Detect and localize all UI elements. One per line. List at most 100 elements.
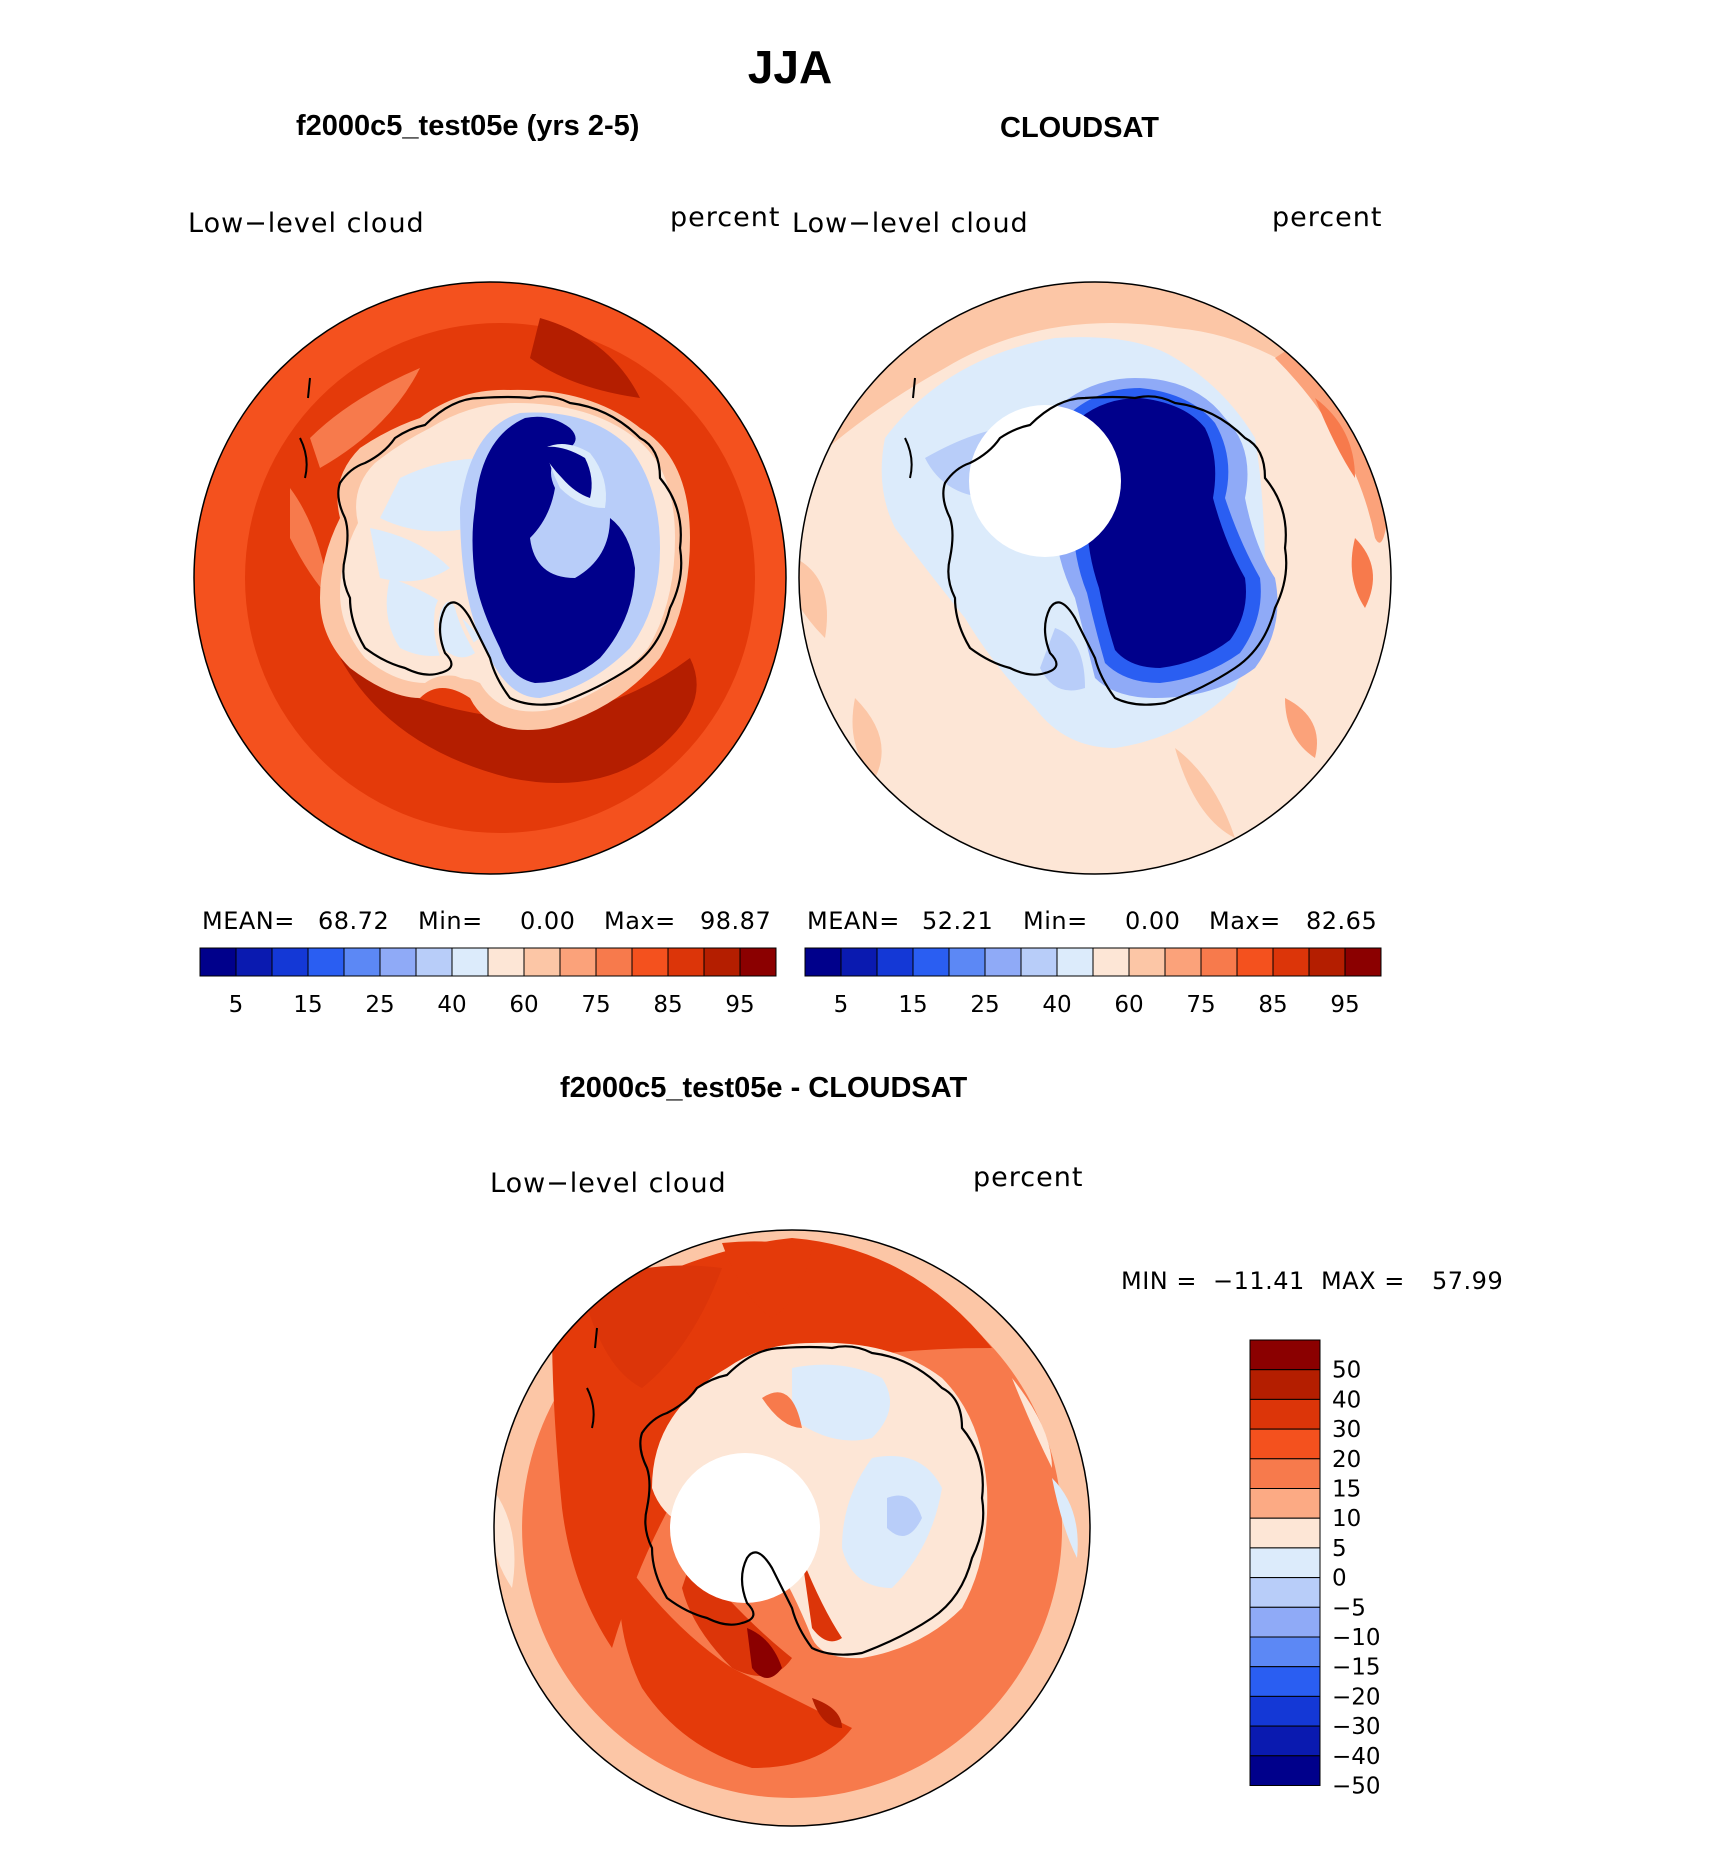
- diff-min-label: MIN =: [1121, 1267, 1197, 1295]
- diff-colorbar-swatch: [1249, 1636, 1321, 1668]
- panel2-colorbar-swatch: [840, 947, 878, 977]
- diff-colorbar-tick-label: −40: [1332, 1744, 1381, 1770]
- diff-colorbar-tick-label: 50: [1332, 1358, 1361, 1384]
- panel1-units-label: percent: [670, 202, 781, 233]
- panel1-max-value: 98.87: [700, 907, 772, 935]
- panel1-colorbar: 5 15 25 40 60 75 85 95: [199, 947, 777, 1018]
- diff-colorbar-tick-label: −5: [1332, 1595, 1366, 1621]
- panel1-variable-label: Low−level cloud: [188, 208, 425, 239]
- panel2-colorbar-swatch: [1056, 947, 1094, 977]
- diff-colorbar-tick-label: 10: [1332, 1506, 1361, 1532]
- panel1-colorbar-tick-label: 25: [365, 992, 394, 1018]
- panel1-colorbar-tick-label: 40: [437, 992, 466, 1018]
- panel1-colorbar-tick-label: 15: [293, 992, 322, 1018]
- panel2-colorbar-swatch: [804, 947, 842, 977]
- panel1-colorbar-swatch: [703, 947, 741, 977]
- diff-colorbar-swatch: [1249, 1488, 1321, 1519]
- panel2-colorbar-swatch: [1200, 947, 1238, 977]
- diff-colorbar-tick-label: 30: [1332, 1417, 1361, 1443]
- panel2-colorbar-swatch: [876, 947, 914, 977]
- panel2-colorbar-swatch: [912, 947, 950, 977]
- panel2-colorbar-swatch: [1272, 947, 1310, 977]
- panel1-colorbar-swatch: [235, 947, 273, 977]
- panel1-mean-value: 68.72: [318, 907, 390, 935]
- panel2-colorbar-tick-label: 85: [1258, 992, 1287, 1018]
- panel2-colorbar-swatch: [984, 947, 1022, 977]
- panel2-mean-value: 52.21: [922, 907, 994, 935]
- panel1-colorbar-swatch: [343, 947, 381, 977]
- panel1-colorbar-swatch: [271, 947, 309, 977]
- panel1-colorbar-swatch: [631, 947, 669, 977]
- diff-colorbar-tick-label: −15: [1332, 1655, 1381, 1681]
- panel1-colorbar-tick-label: 95: [725, 992, 754, 1018]
- diff-variable-label: Low−level cloud: [490, 1168, 727, 1199]
- panel2-colorbar-tick-label: 40: [1042, 992, 1071, 1018]
- panel2-colorbar-swatch: [1092, 947, 1130, 977]
- panel2-colorbar: 5 15 25 40 60 75 85 95: [804, 947, 1382, 1018]
- panel1-colorbar-swatch: [559, 947, 597, 977]
- diff-colorbar-tick-label: 40: [1332, 1387, 1361, 1413]
- panel2-units-label: percent: [1272, 202, 1383, 233]
- panel2-colorbar-swatch: [948, 947, 986, 977]
- panel1-colorbar-swatch: [415, 947, 453, 977]
- panel2-colorbar-swatch: [1164, 947, 1202, 977]
- panel2-colorbar-swatch: [1020, 947, 1058, 977]
- panel2-colorbar-swatch: [1308, 947, 1346, 977]
- panel1-max-label: Max=: [604, 907, 676, 935]
- panel1-title: f2000c5_test05e (yrs 2-5): [296, 110, 640, 142]
- panel1-polar-map: [193, 281, 787, 875]
- diff-max-label: MAX =: [1321, 1267, 1405, 1295]
- panel1-colorbar-swatch: [595, 947, 633, 977]
- panel2-mean-label: MEAN=: [807, 907, 900, 935]
- panel2-colorbar-swatch: [1128, 947, 1166, 977]
- diff-colorbar-swatch: [1249, 1547, 1321, 1579]
- panel1-colorbar-swatch: [199, 947, 237, 977]
- diff-colorbar-swatch: [1249, 1666, 1321, 1697]
- panel2-colorbar-tick-label: 60: [1114, 992, 1143, 1018]
- diff-colorbar-tick-label: 5: [1332, 1536, 1347, 1562]
- diff-colorbar-tick-label: −30: [1332, 1714, 1381, 1740]
- diff-colorbar-tick-label: 20: [1332, 1447, 1361, 1473]
- diff-colorbar-swatch: [1249, 1339, 1321, 1371]
- diff-polar-map: [493, 1229, 1091, 1827]
- panel1-colorbar-swatch: [739, 947, 777, 977]
- panel1-colorbar-swatch: [379, 947, 417, 977]
- panel2-colorbar-tick-label: 75: [1186, 992, 1215, 1018]
- panel1-colorbar-tick-label: 85: [653, 992, 682, 1018]
- panel1-mean-label: MEAN=: [202, 907, 295, 935]
- diff-colorbar-swatch: [1249, 1458, 1321, 1490]
- panel1-colorbar-tick-label: 75: [581, 992, 610, 1018]
- panel2-colorbar-swatch: [1344, 947, 1382, 977]
- diff-colorbar-swatch: [1249, 1606, 1321, 1638]
- diff-colorbar-swatch: [1249, 1755, 1321, 1786]
- diff-colorbar-tick-label: −10: [1332, 1625, 1381, 1651]
- diff-min-value: −11.41: [1213, 1267, 1305, 1295]
- panel1-colorbar-swatch: [451, 947, 489, 977]
- panel1-colorbar-swatch: [667, 947, 705, 977]
- panel2-colorbar-tick-label: 95: [1330, 992, 1359, 1018]
- panel2-title: CLOUDSAT: [1000, 112, 1159, 144]
- panel2-min-value: 0.00: [1125, 907, 1181, 935]
- panel2-colorbar-tick-label: 15: [898, 992, 927, 1018]
- panel1-colorbar-tick-label: 5: [229, 992, 244, 1018]
- diff-colorbar-swatch: [1249, 1428, 1321, 1460]
- panel2-variable-label: Low−level cloud: [792, 208, 1029, 239]
- panel1-colorbar-tick-label: 60: [509, 992, 538, 1018]
- diff-colorbar-swatch: [1249, 1398, 1321, 1430]
- diff-colorbar-swatch: [1249, 1577, 1321, 1608]
- diff-colorbar-tick-label: 0: [1332, 1566, 1347, 1592]
- diff-colorbar-swatch: [1249, 1369, 1321, 1400]
- diff-colorbar-swatch: [1249, 1695, 1321, 1727]
- panel2-colorbar-tick-label: 5: [834, 992, 849, 1018]
- diff-colorbar-tick-label: −20: [1332, 1684, 1381, 1710]
- diff-units-label: percent: [973, 1162, 1084, 1193]
- diff-panel-title: f2000c5_test05e - CLOUDSAT: [560, 1072, 968, 1104]
- panel1-min-value: 0.00: [520, 907, 576, 935]
- panel2-polar-map: [798, 281, 1392, 875]
- panel1-colorbar-swatch: [307, 947, 345, 977]
- panel2-max-label: Max=: [1209, 907, 1281, 935]
- diff-max-value: 57.99: [1432, 1267, 1504, 1295]
- panel1-min-label: Min=: [418, 907, 483, 935]
- season-title: JJA: [747, 41, 833, 93]
